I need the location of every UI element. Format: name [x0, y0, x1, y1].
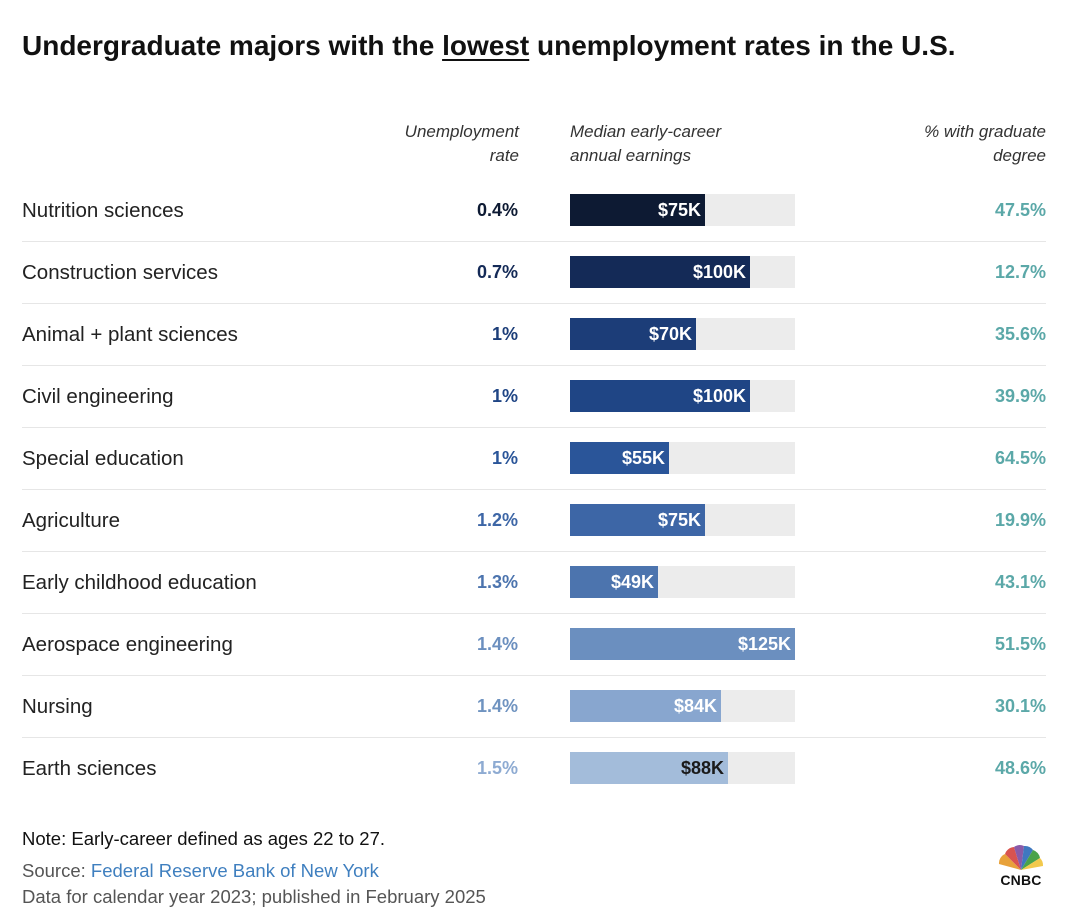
column-header-earnings: Median early-career annual earnings	[570, 120, 810, 168]
graduate-degree-value: 39.9%	[994, 386, 1046, 406]
graduate-degree-value: 47.5%	[994, 200, 1046, 220]
graduate-degree-value: 30.1%	[994, 696, 1046, 716]
column-header-graduate-degree: % with graduate degree	[846, 120, 1046, 168]
earnings-bar-label: $84K	[673, 696, 717, 716]
column-header-line: Unemployment	[404, 122, 519, 141]
column-header-line: degree	[993, 146, 1046, 165]
graduate-degree-value: 12.7%	[994, 262, 1046, 282]
chart-title: Undergraduate majors with the lowest une…	[22, 30, 956, 62]
earnings-bar-track: $88K	[570, 752, 795, 784]
unemployment-rate-value: 0.7%	[476, 262, 518, 282]
table-row: Early childhood education 1.3% $49K 43.1%	[22, 552, 1046, 614]
column-header-line: rate	[489, 146, 519, 165]
unemployment-rate-value: 0.4%	[476, 200, 518, 220]
graduate-degree-value: 43.1%	[994, 572, 1046, 592]
table-row: Nutrition sciences 0.4% $75K 47.5%	[22, 180, 1046, 242]
major-name: Aerospace engineering	[22, 633, 233, 656]
earnings-bar-track: $100K	[570, 256, 795, 288]
earnings-bar-track: $75K	[570, 504, 795, 536]
earnings-bar-label: $88K	[680, 758, 724, 778]
unemployment-rate-value: 1%	[491, 324, 518, 344]
major-name: Agriculture	[22, 509, 120, 532]
earnings-bar-track: $70K	[570, 318, 795, 350]
source-link[interactable]: Federal Reserve Bank of New York	[90, 860, 379, 881]
earnings-bar-track: $55K	[570, 442, 795, 474]
table-row: Civil engineering 1% $100K 39.9%	[22, 366, 1046, 428]
logo-wordmark: CNBC	[1000, 872, 1042, 888]
table-row: Agriculture 1.2% $75K 19.9%	[22, 490, 1046, 552]
table-row: Aerospace engineering 1.4% $125K 51.5%	[22, 614, 1046, 676]
major-name: Nutrition sciences	[22, 199, 184, 222]
peacock-icon	[998, 845, 1044, 870]
unemployment-rate-value: 1.3%	[476, 572, 518, 592]
column-header-line: % with graduate	[924, 122, 1046, 141]
graduate-degree-value: 35.6%	[994, 324, 1046, 344]
graduate-degree-value: 48.6%	[994, 758, 1046, 778]
earnings-bar	[570, 318, 696, 350]
earnings-bar	[570, 442, 669, 474]
footnote: Note: Early-career defined as ages 22 to…	[22, 828, 386, 849]
major-name: Earth sciences	[22, 757, 157, 780]
earnings-bar	[570, 628, 795, 660]
earnings-bar-label: $75K	[657, 510, 701, 530]
data-table: Nutrition sciences 0.4% $75K 47.5% Construct…	[22, 180, 1046, 799]
earnings-bar	[570, 256, 750, 288]
column-header-unemployment-rate: Unemployment rate	[349, 120, 519, 168]
source-prefix: Source:	[22, 860, 91, 881]
title-text-end: unemployment rates in the U.S.	[529, 30, 956, 61]
cnbc-logo: CNBC	[996, 842, 1046, 890]
earnings-bar-track: $125K	[570, 628, 795, 660]
data-year-note: Data for calendar year 2023; published i…	[22, 886, 486, 907]
graduate-degree-value: 19.9%	[994, 510, 1046, 530]
earnings-bar-label: $100K	[692, 386, 746, 406]
earnings-bar-label: $70K	[648, 324, 692, 344]
table-row: Earth sciences 1.5% $88K 48.6%	[22, 738, 1046, 799]
earnings-bar-label: $125K	[737, 634, 791, 654]
major-name: Nursing	[22, 695, 93, 718]
earnings-bar-track: $84K	[570, 690, 795, 722]
table-row: Construction services 0.7% $100K 12.7%	[22, 242, 1046, 304]
earnings-bar-track: $49K	[570, 566, 795, 598]
major-name: Early childhood education	[22, 571, 257, 594]
earnings-bar	[570, 504, 705, 536]
major-name: Construction services	[22, 261, 218, 284]
unemployment-rate-value: 1.4%	[476, 634, 518, 654]
earnings-bar	[570, 380, 750, 412]
column-header-line: Median early-career	[570, 122, 722, 141]
column-header-line: annual earnings	[570, 146, 691, 165]
earnings-bar-label: $55K	[621, 448, 665, 468]
unemployment-rate-value: 1.2%	[476, 510, 518, 530]
major-name: Civil engineering	[22, 385, 174, 408]
title-emphasis: lowest	[442, 30, 530, 61]
earnings-bar	[570, 752, 728, 784]
table-row: Nursing 1.4% $84K 30.1%	[22, 676, 1046, 738]
unemployment-rate-value: 1%	[491, 448, 518, 468]
table-row: Special education 1% $55K 64.5%	[22, 428, 1046, 490]
earnings-bar	[570, 690, 721, 722]
title-text-start: Undergraduate majors with the	[22, 30, 443, 61]
earnings-bar-track: $75K	[570, 194, 795, 226]
earnings-bar-label: $100K	[692, 262, 746, 282]
earnings-bar	[570, 194, 705, 226]
unemployment-rate-value: 1.5%	[476, 758, 518, 778]
graduate-degree-value: 51.5%	[994, 634, 1046, 654]
source-line: Source: Federal Reserve Bank of New York	[22, 860, 379, 882]
unemployment-rate-value: 1.4%	[476, 696, 518, 716]
earnings-bar-label: $49K	[610, 572, 654, 592]
earnings-bar-label: $75K	[657, 200, 701, 220]
graduate-degree-value: 64.5%	[994, 448, 1046, 468]
earnings-bar	[570, 566, 658, 598]
table-row: Animal + plant sciences 1% $70K 35.6%	[22, 304, 1046, 366]
earnings-bar-track: $100K	[570, 380, 795, 412]
major-name: Animal + plant sciences	[22, 323, 238, 346]
unemployment-rate-value: 1%	[491, 386, 518, 406]
major-name: Special education	[22, 447, 184, 470]
